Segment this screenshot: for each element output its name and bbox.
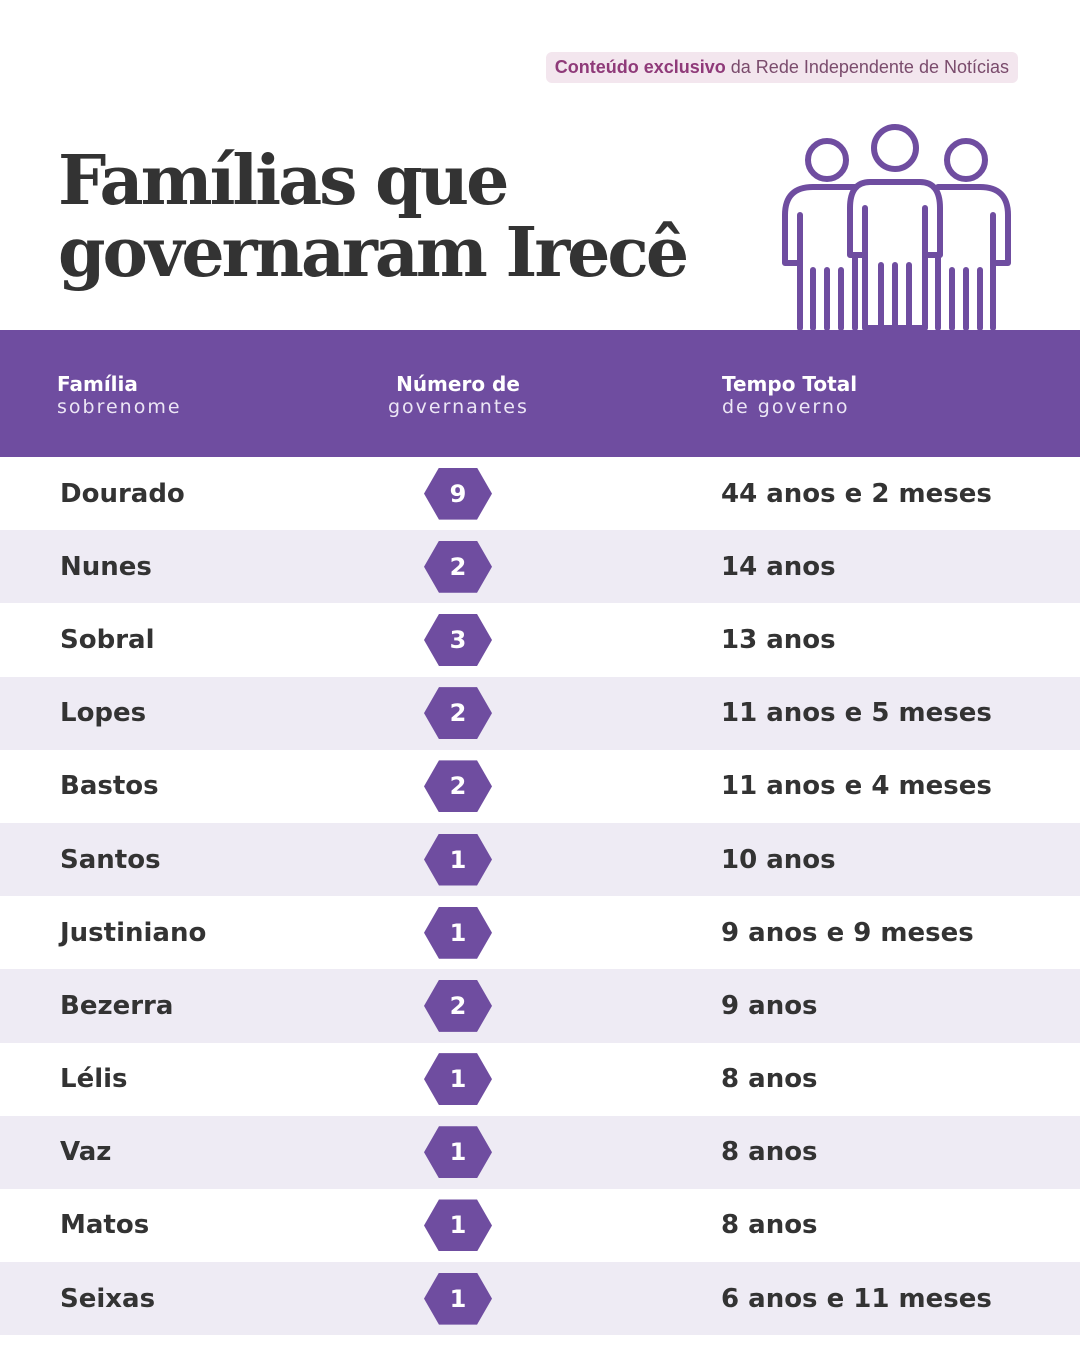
table-row: Seixas 1 6 anos e 11 meses (0, 1262, 1080, 1336)
table-row: Santos 1 10 anos (0, 822, 1080, 897)
table-row: Bastos 2 11 anos e 4 meses (0, 750, 1080, 823)
source-badge: Conteúdo exclusivo da Rede Independente … (545, 52, 1018, 83)
family-name: Justiniano (60, 917, 207, 948)
family-name: Matos (60, 1210, 150, 1241)
table-row: Matos 1 8 anos (0, 1189, 1080, 1262)
table-row: Lélis 1 8 anos (0, 1043, 1080, 1116)
source-badge-text: da Rede Independente de Notícias (725, 57, 1009, 77)
page-title-line-2: governaram Irecê (58, 213, 689, 293)
header-time-subtitle: de governo (722, 396, 850, 418)
governors-count-badge: 1 (424, 1053, 492, 1106)
governors-count-badge: 2 (424, 979, 492, 1032)
table-row: Justiniano 1 9 anos e 9 meses (0, 896, 1080, 969)
total-time: 9 anos (721, 990, 818, 1021)
table-row: Bezerra 2 9 anos (0, 969, 1080, 1043)
governors-count-badge: 2 (424, 760, 492, 813)
family-name: Sobral (60, 624, 155, 655)
header-family: Família sobrenome (57, 372, 182, 418)
page-title: Famílias que governaram Irecê (58, 145, 738, 289)
family-name: Dourado (60, 478, 185, 509)
governors-count-badge: 2 (424, 687, 492, 740)
header-family-title: Família (57, 372, 138, 396)
family-name: Vaz (60, 1137, 112, 1168)
governors-count-badge: 3 (424, 613, 492, 666)
family-name: Nunes (60, 551, 152, 582)
header-count-subtitle: governantes (388, 396, 529, 418)
table-row: Nunes 2 14 anos (0, 530, 1080, 604)
total-time: 44 anos e 2 meses (721, 478, 992, 509)
total-time: 9 anos e 9 meses (721, 917, 974, 948)
table-row: Vaz 1 8 anos (0, 1115, 1080, 1189)
total-time: 10 anos (721, 844, 836, 875)
source-badge-bold: Conteúdo exclusivo (554, 57, 726, 77)
table-body: Dourado 9 44 anos e 2 meses Nunes 2 14 anos … (0, 457, 1080, 1336)
total-time: 14 anos (721, 551, 836, 582)
governors-count-badge: 1 (424, 906, 492, 959)
table-row: Dourado 9 44 anos e 2 meses (0, 457, 1080, 530)
governors-count-badge: 1 (424, 1272, 492, 1325)
family-name: Santos (60, 844, 161, 875)
family-name: Lopes (60, 698, 147, 729)
header-time: Tempo Total de governo (722, 372, 857, 418)
header-family-subtitle: sobrenome (57, 396, 182, 418)
page-title-line-1: Famílias que (58, 141, 509, 221)
total-time: 8 anos (721, 1064, 818, 1095)
total-time: 11 anos e 4 meses (721, 771, 992, 802)
family-name: Lélis (60, 1064, 128, 1095)
total-time: 6 anos e 11 meses (721, 1283, 992, 1314)
total-time: 11 anos e 5 meses (721, 698, 992, 729)
family-name: Bezerra (60, 990, 174, 1021)
people-group-icon (782, 124, 1011, 331)
governors-count-badge: 9 (424, 467, 492, 520)
total-time: 13 anos (721, 624, 836, 655)
governors-count-badge: 1 (424, 833, 492, 886)
total-time: 8 anos (721, 1137, 818, 1168)
governors-count-badge: 1 (424, 1126, 492, 1179)
header-time-title: Tempo Total (722, 372, 858, 396)
total-time: 8 anos (721, 1210, 818, 1241)
table-row: Sobral 3 13 anos (0, 603, 1080, 676)
family-name: Bastos (60, 771, 159, 802)
header-count: Número de governantes (388, 372, 528, 418)
table-header: Família sobrenome Número de governantes … (0, 330, 1080, 457)
family-name: Seixas (60, 1283, 156, 1314)
header-count-title: Número de (396, 372, 520, 396)
governors-count-badge: 2 (424, 540, 492, 593)
table-row: Lopes 2 11 anos e 5 meses (0, 676, 1080, 750)
governors-count-badge: 1 (424, 1199, 492, 1252)
